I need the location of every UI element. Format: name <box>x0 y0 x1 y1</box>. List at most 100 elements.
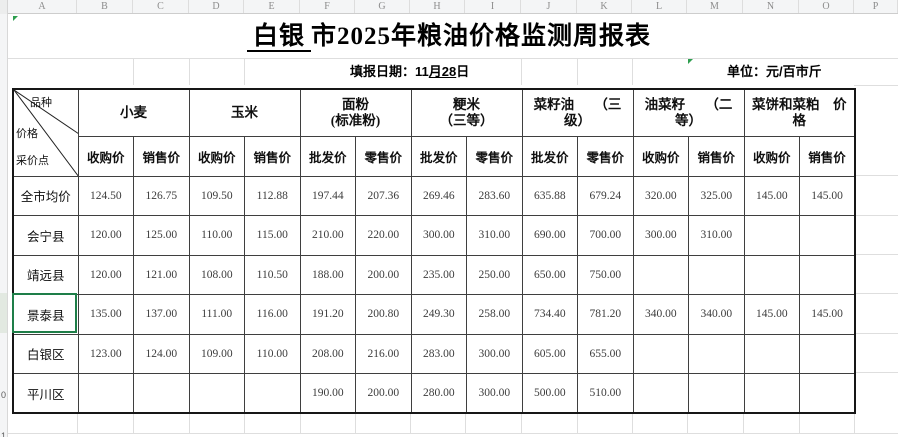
subheader-cell[interactable]: 销售价 <box>799 135 856 177</box>
value-cell[interactable]: 250.00 <box>466 254 523 295</box>
value-cell[interactable] <box>743 333 800 374</box>
value-cell[interactable]: 200.80 <box>355 294 412 335</box>
value-cell[interactable]: 116.00 <box>244 294 301 335</box>
value-cell[interactable] <box>799 215 856 256</box>
subheader-cell[interactable]: 零售价 <box>355 135 412 177</box>
group-header-cell[interactable]: 粳米 （三等） <box>410 88 523 137</box>
value-cell[interactable] <box>799 254 856 295</box>
value-cell[interactable] <box>743 215 800 256</box>
subheader-cell[interactable]: 批发价 <box>299 135 356 177</box>
value-cell[interactable] <box>77 373 134 414</box>
column-header-letter[interactable]: O <box>799 0 854 13</box>
group-header-cell[interactable]: 玉米 <box>188 88 301 137</box>
value-cell[interactable]: 300.00 <box>466 373 523 414</box>
subheader-cell[interactable]: 收购价 <box>77 135 134 177</box>
subheader-cell[interactable]: 收购价 <box>188 135 245 177</box>
row-label-cell[interactable]: 平川区 <box>12 373 79 414</box>
value-cell[interactable]: 210.00 <box>299 215 356 256</box>
value-cell[interactable]: 650.00 <box>521 254 578 295</box>
value-cell[interactable]: 200.00 <box>355 373 412 414</box>
subheader-cell[interactable]: 收购价 <box>743 135 800 177</box>
value-cell[interactable]: 781.20 <box>577 294 634 335</box>
value-cell[interactable]: 300.00 <box>632 215 689 256</box>
value-cell[interactable]: 340.00 <box>632 294 689 335</box>
value-cell[interactable]: 191.20 <box>299 294 356 335</box>
column-header-letter[interactable]: L <box>632 0 687 13</box>
value-cell[interactable]: 137.00 <box>133 294 190 335</box>
group-header-cell[interactable]: 菜饼和菜粕 价格 <box>743 88 856 137</box>
value-cell[interactable]: 269.46 <box>410 175 467 216</box>
value-cell[interactable] <box>632 333 689 374</box>
value-cell[interactable]: 320.00 <box>632 175 689 216</box>
value-cell[interactable]: 111.00 <box>188 294 245 335</box>
column-header-letter[interactable]: I <box>465 0 521 13</box>
column-header-letter[interactable]: K <box>577 0 632 13</box>
subheader-cell[interactable]: 销售价 <box>133 135 190 177</box>
value-cell[interactable] <box>743 373 800 414</box>
value-cell[interactable]: 300.00 <box>410 215 467 256</box>
subheader-cell[interactable]: 批发价 <box>410 135 467 177</box>
value-cell[interactable]: 510.00 <box>577 373 634 414</box>
value-cell[interactable]: 605.00 <box>521 333 578 374</box>
value-cell[interactable]: 197.44 <box>299 175 356 216</box>
subheader-cell[interactable]: 零售价 <box>577 135 634 177</box>
column-header-letter[interactable]: B <box>77 0 133 13</box>
value-cell[interactable] <box>799 333 856 374</box>
value-cell[interactable]: 280.00 <box>410 373 467 414</box>
unit-cell[interactable]: 单位：元/百市斤 <box>727 58 822 85</box>
value-cell[interactable] <box>688 373 745 414</box>
subheader-cell[interactable]: 销售价 <box>688 135 745 177</box>
value-cell[interactable] <box>799 373 856 414</box>
value-cell[interactable]: 300.00 <box>466 333 523 374</box>
value-cell[interactable]: 108.00 <box>188 254 245 295</box>
row-label-cell[interactable]: 全市均价 <box>12 175 79 216</box>
value-cell[interactable]: 200.00 <box>355 254 412 295</box>
corner-diagonal-cell[interactable]: 品种 价格 采价点 <box>12 88 79 177</box>
subheader-cell[interactable]: 零售价 <box>466 135 523 177</box>
value-cell[interactable]: 690.00 <box>521 215 578 256</box>
value-cell[interactable]: 190.00 <box>299 373 356 414</box>
value-cell[interactable] <box>688 333 745 374</box>
value-cell[interactable]: 325.00 <box>688 175 745 216</box>
column-header-letter[interactable]: J <box>521 0 577 13</box>
value-cell[interactable]: 235.00 <box>410 254 467 295</box>
group-header-cell[interactable]: 小麦 <box>77 88 190 137</box>
subheader-cell[interactable]: 批发价 <box>521 135 578 177</box>
column-header-letter[interactable]: A <box>8 0 77 13</box>
value-cell[interactable]: 110.50 <box>244 254 301 295</box>
column-header-letter[interactable]: M <box>687 0 743 13</box>
value-cell[interactable]: 109.50 <box>188 175 245 216</box>
subheader-cell[interactable]: 销售价 <box>244 135 301 177</box>
column-header-letter[interactable]: H <box>410 0 465 13</box>
row-label-cell[interactable]: 靖远县 <box>12 254 79 295</box>
value-cell[interactable]: 120.00 <box>77 254 134 295</box>
value-cell[interactable]: 125.00 <box>133 215 190 256</box>
subheader-cell[interactable]: 收购价 <box>632 135 689 177</box>
value-cell[interactable]: 283.00 <box>410 333 467 374</box>
value-cell[interactable] <box>632 254 689 295</box>
value-cell[interactable]: 145.00 <box>743 294 800 335</box>
value-cell[interactable]: 340.00 <box>688 294 745 335</box>
value-cell[interactable]: 750.00 <box>577 254 634 295</box>
value-cell[interactable]: 310.00 <box>688 215 745 256</box>
value-cell[interactable] <box>688 254 745 295</box>
select-all-corner[interactable] <box>0 0 8 14</box>
report-date-cell[interactable]: 填报日期：11月28日 <box>350 58 469 85</box>
value-cell[interactable]: 110.00 <box>188 215 245 256</box>
value-cell[interactable] <box>743 254 800 295</box>
value-cell[interactable]: 112.88 <box>244 175 301 216</box>
value-cell[interactable]: 145.00 <box>799 175 856 216</box>
column-header-letter[interactable]: P <box>854 0 898 13</box>
group-header-cell[interactable]: 菜籽油 （三 级） <box>521 88 634 137</box>
row-label-cell[interactable]: 会宁县 <box>12 215 79 256</box>
value-cell[interactable]: 120.00 <box>77 215 134 256</box>
row-label-cell[interactable]: 白银区 <box>12 333 79 374</box>
value-cell[interactable] <box>133 373 190 414</box>
value-cell[interactable]: 121.00 <box>133 254 190 295</box>
value-cell[interactable]: 145.00 <box>799 294 856 335</box>
value-cell[interactable]: 734.40 <box>521 294 578 335</box>
column-header-letter[interactable]: C <box>133 0 189 13</box>
report-title[interactable]: 白银 市2025年粮油价格监测周报表 <box>0 16 898 58</box>
value-cell[interactable]: 655.00 <box>577 333 634 374</box>
value-cell[interactable]: 635.88 <box>521 175 578 216</box>
